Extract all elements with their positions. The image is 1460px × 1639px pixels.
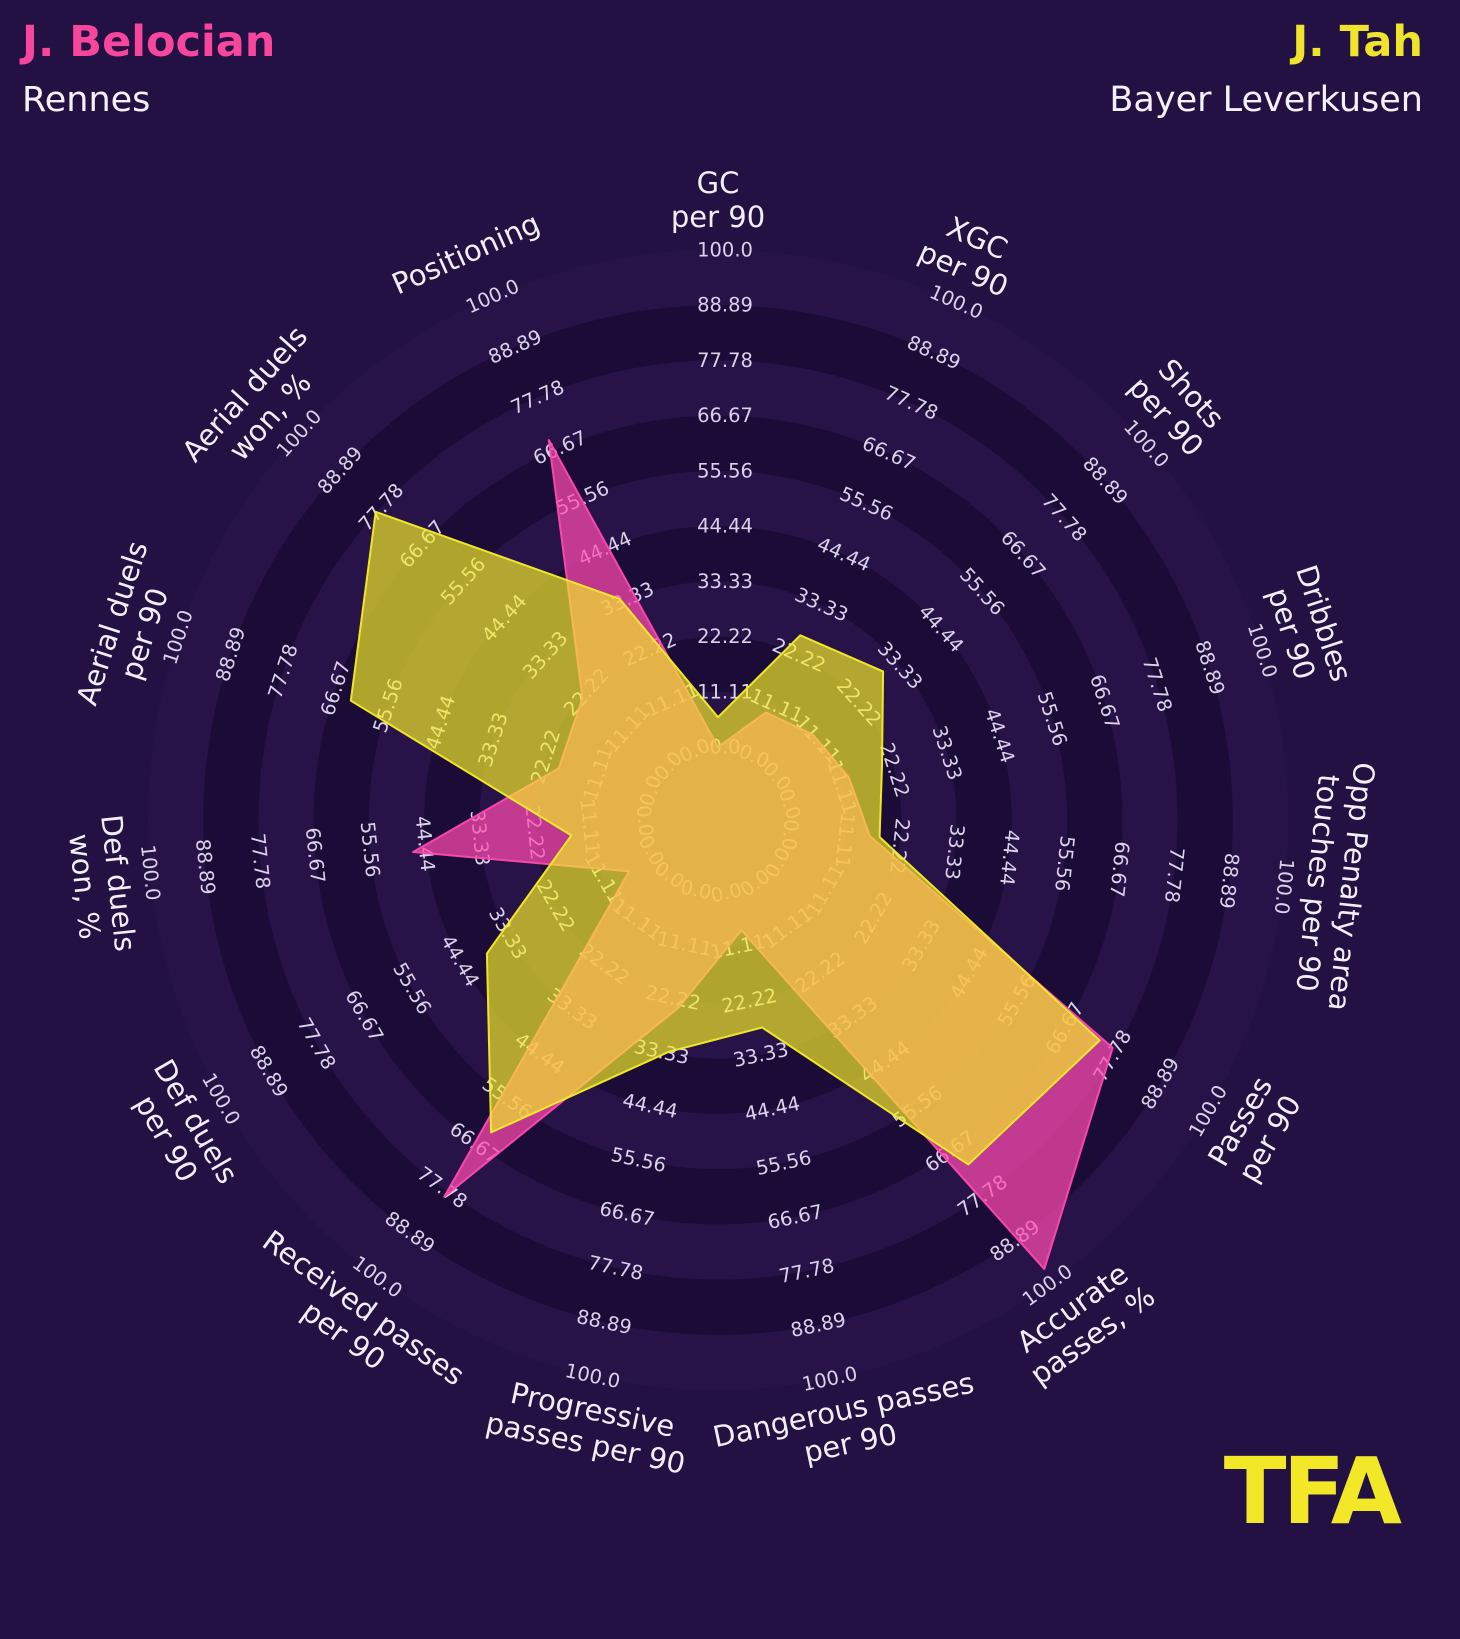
- axis-label-line: per 90: [671, 200, 765, 234]
- tick-label: 100.0: [136, 844, 165, 902]
- right-player-header: J. Tah Bayer Leverkusen: [1109, 16, 1423, 123]
- tick-label: 55.56: [697, 459, 753, 482]
- tick-label: 77.78: [697, 349, 753, 372]
- tick-label: 88.89: [697, 294, 753, 317]
- tick-label: 100.0: [697, 239, 753, 262]
- j-tah-series-polygon: [349, 510, 1101, 1166]
- axis-label-line: GC: [697, 166, 740, 200]
- tick-label: 33.33: [697, 570, 753, 593]
- tfa-logo: TFA: [1223, 1438, 1402, 1545]
- right-player-name: J. Tah: [1292, 17, 1423, 67]
- right-player-team: Bayer Leverkusen: [1109, 79, 1423, 120]
- left-player-name: J. Belocian: [22, 17, 276, 67]
- tick-label: 44.44: [697, 515, 753, 538]
- left-player-header: J. Belocian Rennes: [22, 16, 275, 123]
- tick-label: 66.67: [697, 404, 753, 427]
- tick-label: 22.22: [697, 625, 753, 648]
- left-player-team: Rennes: [22, 79, 151, 120]
